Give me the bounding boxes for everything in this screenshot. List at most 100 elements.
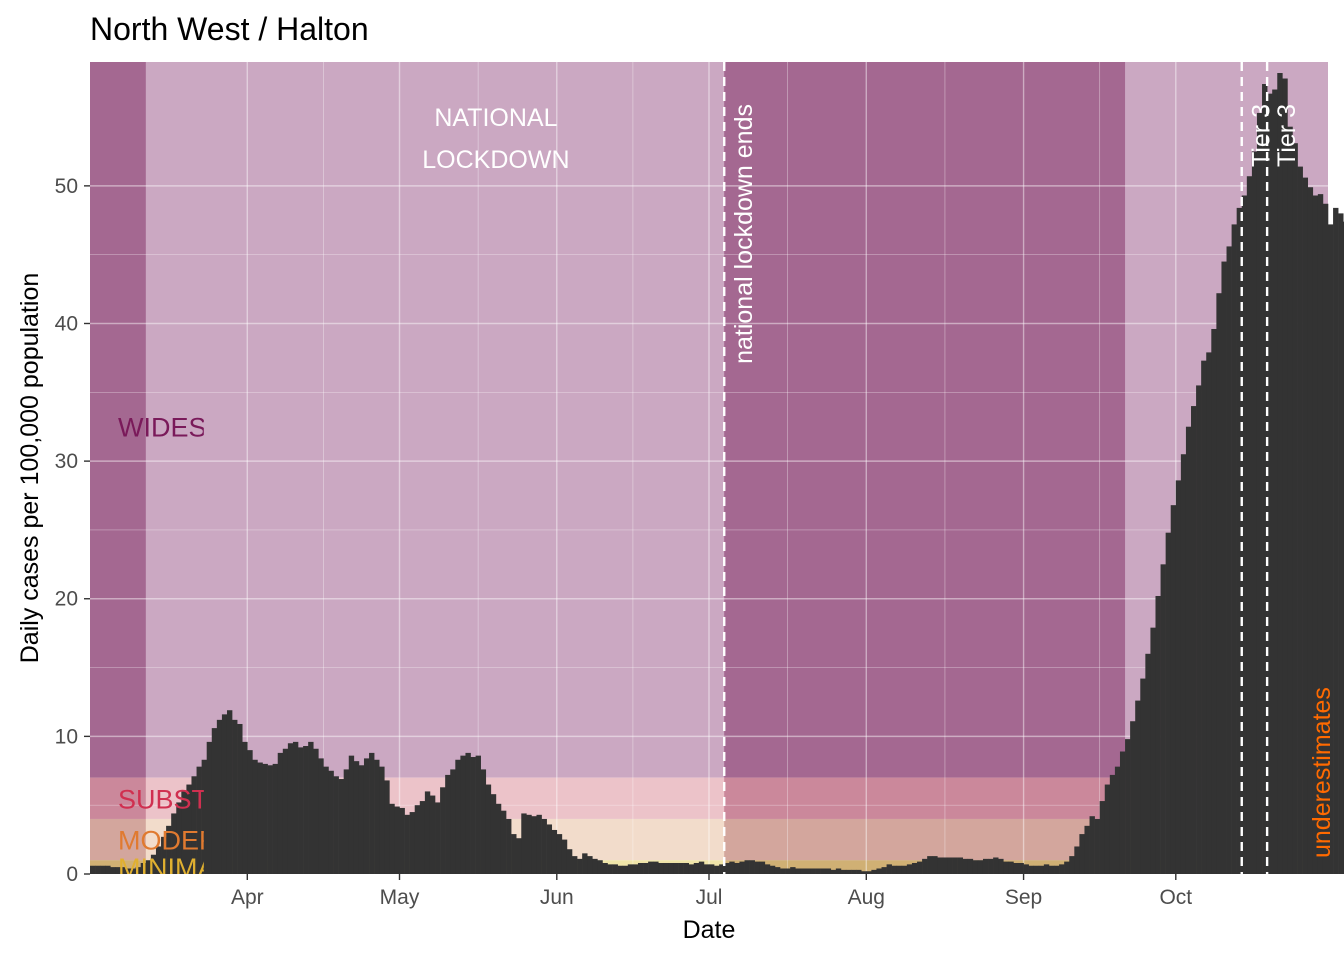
data-bar xyxy=(328,770,334,874)
data-bar xyxy=(972,860,979,874)
data-bar xyxy=(267,765,273,874)
data-bar xyxy=(780,868,786,874)
data-bar xyxy=(825,868,832,874)
y-tick-label: 40 xyxy=(55,312,78,335)
data-bar xyxy=(384,780,390,874)
y-tick-label: 50 xyxy=(55,175,78,198)
data-bar xyxy=(90,865,96,874)
data-bar xyxy=(277,752,284,874)
data-bar xyxy=(120,867,126,874)
data-bar xyxy=(1013,862,1019,874)
data-bar xyxy=(790,867,796,874)
data-bar xyxy=(688,864,695,874)
data-bar xyxy=(500,810,507,874)
data-bar xyxy=(110,867,116,874)
data-bar xyxy=(419,801,426,874)
data-bar xyxy=(881,867,887,874)
y-tick-label: 30 xyxy=(55,450,78,473)
data-bar xyxy=(369,752,375,874)
data-bar xyxy=(698,861,705,874)
data-bar xyxy=(424,791,431,874)
annotation-text: LOCKDOWN xyxy=(422,146,569,174)
data-bar xyxy=(612,864,618,874)
data-bar xyxy=(516,838,522,874)
data-bar xyxy=(739,861,745,874)
event-label: Tier 3 xyxy=(1248,104,1276,167)
data-bar xyxy=(1282,78,1288,874)
data-bar xyxy=(577,858,583,874)
data-bar xyxy=(906,864,913,874)
data-bar xyxy=(1135,700,1141,874)
data-bar xyxy=(693,862,700,874)
data-bar xyxy=(673,862,679,874)
x-tick-label: Oct xyxy=(1159,886,1192,909)
data-bar xyxy=(1196,385,1202,874)
data-bar xyxy=(1018,862,1024,874)
level-label: WIDESPREAD xyxy=(118,413,300,443)
x-tick-label: Apr xyxy=(231,886,264,909)
data-bar xyxy=(724,862,730,874)
data-bar xyxy=(206,741,213,874)
data-bar xyxy=(394,806,400,874)
data-bar xyxy=(216,719,223,874)
data-bar xyxy=(678,862,684,874)
data-bar xyxy=(648,861,654,874)
data-bar xyxy=(622,865,629,874)
data-bar xyxy=(181,791,187,874)
data-bar xyxy=(1287,126,1293,874)
data-bar xyxy=(1328,224,1334,874)
data-bar xyxy=(100,865,106,874)
period-band xyxy=(90,62,146,874)
chart-title: North West / Halton xyxy=(90,11,369,47)
data-bar xyxy=(1130,721,1136,874)
data-bar xyxy=(445,774,451,874)
data-bar xyxy=(967,858,974,874)
data-bar xyxy=(587,856,593,874)
data-bar xyxy=(1317,194,1324,874)
data-bar xyxy=(754,861,761,874)
data-bar xyxy=(1236,207,1243,874)
data-bar xyxy=(221,714,228,874)
data-bar xyxy=(333,776,339,874)
data-bar xyxy=(607,864,613,874)
data-bar xyxy=(891,865,898,874)
data-bar xyxy=(343,769,350,874)
data-bar xyxy=(1059,864,1065,874)
data-bar xyxy=(374,759,380,874)
data-bar xyxy=(1089,816,1095,874)
data-bar xyxy=(292,741,299,874)
data-bar xyxy=(1003,861,1009,874)
data-bar xyxy=(318,758,324,874)
data-bar xyxy=(663,862,669,874)
data-bar xyxy=(1307,187,1314,875)
data-bar xyxy=(1262,84,1268,875)
data-bar xyxy=(658,862,664,874)
data-bar xyxy=(785,868,791,874)
data-bar xyxy=(521,813,527,874)
data-bar xyxy=(460,755,466,874)
data-bar xyxy=(1008,861,1014,874)
y-tick-label: 20 xyxy=(55,588,78,611)
data-bar xyxy=(795,868,801,874)
data-bar xyxy=(917,861,923,874)
data-bar xyxy=(526,814,532,874)
data-bar xyxy=(237,723,243,874)
data-bar xyxy=(1302,177,1309,874)
data-bar xyxy=(358,765,365,874)
data-bar xyxy=(1150,627,1156,874)
data-bar xyxy=(866,871,872,874)
data-bar xyxy=(617,865,624,874)
data-bar xyxy=(769,865,776,874)
data-bar xyxy=(1064,861,1070,874)
data-bar xyxy=(409,812,416,874)
data-bar xyxy=(1201,360,1207,874)
data-bar xyxy=(1038,865,1045,874)
data-bar xyxy=(145,860,152,874)
x-axis-title: Date xyxy=(683,916,736,944)
underestimates-label: underestimates xyxy=(1308,687,1336,858)
data-bar xyxy=(952,857,958,874)
data-bar xyxy=(379,766,385,874)
data-bar xyxy=(815,868,821,874)
data-bar xyxy=(1104,784,1111,874)
data-bar xyxy=(1277,73,1283,874)
